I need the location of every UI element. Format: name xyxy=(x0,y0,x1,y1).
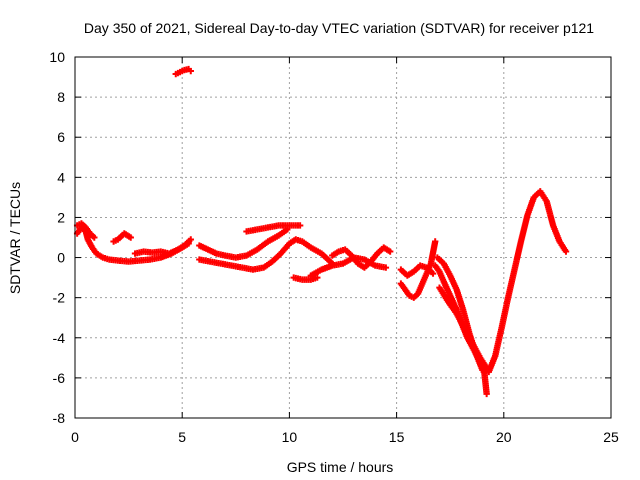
data-point xyxy=(483,364,490,372)
y-axis-label: SDTVAR / TECUs xyxy=(7,182,23,294)
x-tick-label: 5 xyxy=(178,429,186,445)
y-tick-label: 6 xyxy=(57,129,65,145)
y-tick-label: 10 xyxy=(49,49,65,65)
y-tick-label: 0 xyxy=(57,250,65,266)
x-tick-label: 0 xyxy=(71,429,79,445)
data-point xyxy=(296,222,304,229)
grid xyxy=(75,57,611,418)
chart-title: Day 350 of 2021, Sidereal Day-to-day VTE… xyxy=(84,20,594,36)
axis-ticks: 0 5 10 15 20 25 -8 -6 -4 -2 0 2 4 6 8 10 xyxy=(49,49,619,445)
x-tick-label: 10 xyxy=(282,429,298,445)
x-tick-label: 20 xyxy=(496,429,512,445)
y-tick-label: 2 xyxy=(57,209,65,225)
data-point xyxy=(483,390,490,398)
y-tick-label: 4 xyxy=(57,169,65,185)
data-point xyxy=(429,270,437,277)
data-point xyxy=(386,248,394,255)
data-point xyxy=(314,274,321,281)
y-tick-label: -2 xyxy=(53,290,66,306)
data-point xyxy=(431,238,439,245)
y-tick-label: 8 xyxy=(57,89,65,105)
x-tick-label: 25 xyxy=(603,429,619,445)
x-tick-label: 15 xyxy=(389,429,405,445)
x-axis-label: GPS time / hours xyxy=(287,459,394,475)
y-tick-label: -4 xyxy=(53,330,66,346)
data-point xyxy=(187,236,194,243)
data-point xyxy=(127,234,134,241)
data-point xyxy=(382,264,390,271)
y-tick-label: -8 xyxy=(53,410,66,426)
data-point xyxy=(562,248,570,255)
y-tick-label: -6 xyxy=(53,370,66,386)
data-point xyxy=(91,234,98,241)
data-points xyxy=(73,65,570,398)
data-point xyxy=(187,67,194,75)
plot-frame xyxy=(74,56,612,419)
